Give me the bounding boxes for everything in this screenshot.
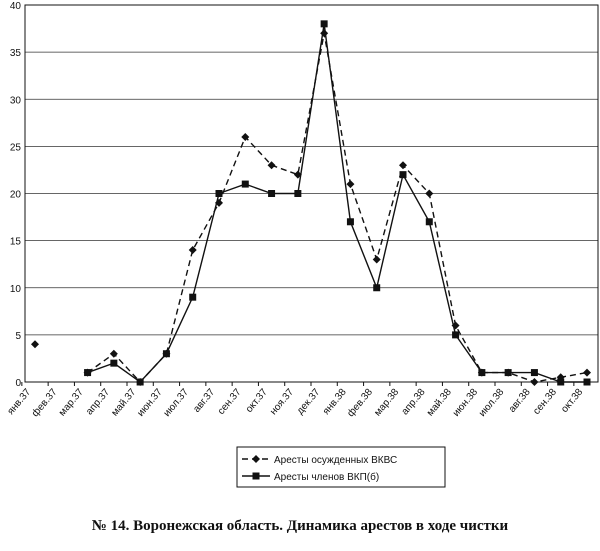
point	[110, 359, 118, 367]
x-tick-label: апр.37	[84, 387, 112, 418]
y-tick-label: 20	[10, 190, 22, 201]
point	[188, 246, 197, 255]
point	[294, 190, 302, 197]
point	[425, 189, 434, 198]
y-tick-label: 10	[10, 284, 22, 295]
point	[268, 190, 276, 197]
y-tick-label: 5	[15, 331, 21, 342]
point	[373, 284, 381, 292]
point	[189, 293, 197, 301]
point	[109, 349, 118, 358]
x-tick-label: дек.37	[295, 387, 323, 417]
point	[31, 340, 39, 349]
point	[478, 369, 486, 377]
x-tick-label: июн.38	[451, 387, 481, 419]
point	[452, 331, 460, 339]
point	[425, 218, 433, 226]
x-tick-label: фев.37	[29, 386, 60, 419]
x-tick-label: мар.37	[57, 387, 86, 419]
point	[583, 368, 591, 377]
point	[346, 180, 355, 189]
x-tick-label: окт.37	[244, 387, 270, 415]
x-tick-label: фев.38	[345, 386, 376, 419]
point	[241, 132, 250, 141]
point	[241, 180, 249, 188]
y-tick-label: 35	[10, 48, 22, 59]
y-tick-label: 0	[15, 378, 21, 389]
y-tick-label: 40	[10, 1, 22, 12]
y-tick-label: 25	[10, 142, 22, 153]
point	[215, 190, 223, 197]
point	[162, 350, 170, 358]
x-tick-label: авг.38	[507, 387, 533, 415]
x-tick-label: ноя.37	[268, 387, 296, 418]
point	[372, 255, 381, 264]
point	[252, 472, 260, 480]
point	[136, 378, 144, 386]
point	[530, 369, 538, 377]
point	[84, 369, 92, 377]
x-tick-label: май.38	[425, 387, 454, 419]
point	[320, 29, 329, 38]
point	[267, 161, 276, 170]
legend-box	[236, 446, 446, 488]
point	[530, 378, 539, 386]
point	[399, 171, 407, 179]
point	[504, 369, 512, 377]
x-tick-label: авг.37	[191, 387, 217, 415]
x-tick-label: мар.38	[372, 387, 401, 419]
x-tick-label: июн.37	[135, 387, 165, 419]
x-tick-label: сен.37	[216, 387, 244, 417]
y-tick-label: 30	[10, 95, 22, 106]
point	[399, 161, 407, 170]
point	[346, 218, 354, 226]
chart-title: № 14. Воронежская область. Динамика арес…	[92, 518, 509, 534]
point	[252, 455, 260, 463]
x-tick-label: окт.38	[559, 387, 585, 415]
series-line	[87, 33, 588, 384]
y-tick-label: 15	[10, 237, 22, 248]
x-tick-label: апр.38	[400, 387, 428, 418]
series-line	[87, 23, 587, 383]
legend-label: Аресты членов ВКП(б)	[274, 471, 379, 483]
point	[583, 378, 591, 386]
point	[557, 378, 565, 386]
x-tick-label: июл.38	[477, 387, 507, 419]
point	[320, 20, 328, 28]
x-tick-label: июл.37	[162, 387, 192, 419]
x-tick-label: май.37	[109, 387, 138, 419]
legend-label: Аресты осужденных ВКВС	[274, 455, 397, 466]
x-tick-label: сен.38	[531, 387, 559, 417]
